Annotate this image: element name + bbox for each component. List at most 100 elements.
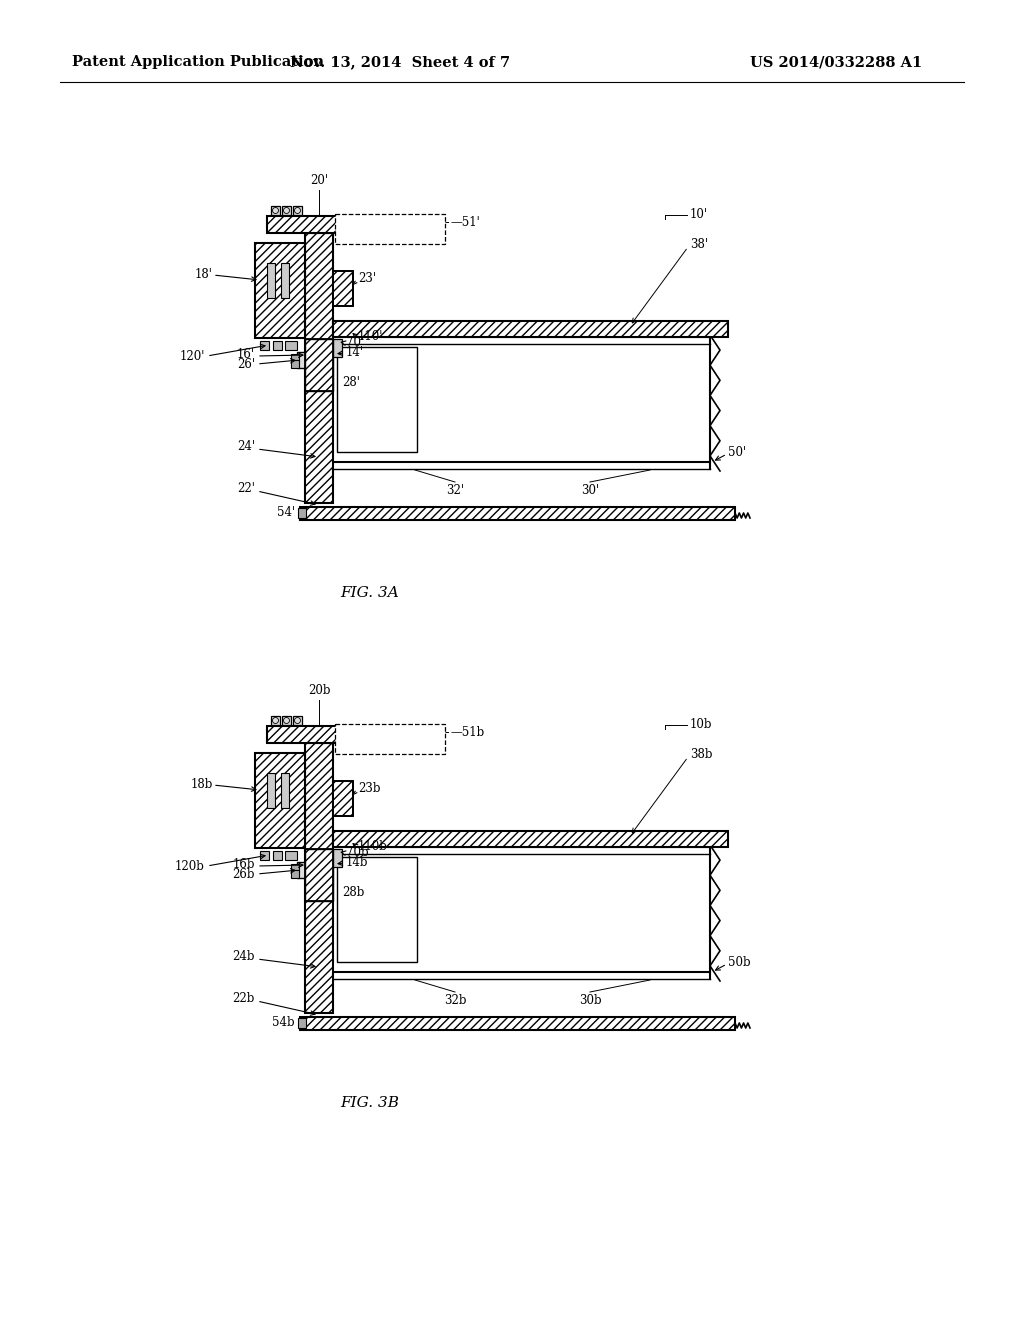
Text: 22b: 22b: [232, 993, 255, 1006]
Bar: [285, 851, 297, 861]
Bar: [291, 865, 299, 873]
Text: 20b: 20b: [308, 685, 331, 697]
Text: 54': 54': [276, 507, 295, 520]
Text: 120': 120': [179, 350, 205, 363]
Text: FIG. 3A: FIG. 3A: [341, 586, 399, 601]
Text: 70': 70': [346, 337, 365, 350]
Bar: [305, 234, 333, 503]
Text: 18': 18': [196, 268, 213, 281]
Bar: [305, 743, 333, 1012]
Bar: [291, 870, 299, 878]
Bar: [293, 715, 302, 725]
Bar: [332, 339, 342, 356]
Bar: [305, 339, 333, 391]
Text: 24': 24': [237, 441, 255, 454]
Bar: [255, 752, 305, 847]
Text: 16b: 16b: [232, 858, 255, 870]
Text: 38': 38': [690, 239, 708, 252]
Bar: [333, 271, 353, 306]
Text: FIG. 3B: FIG. 3B: [341, 1096, 399, 1110]
Bar: [333, 321, 728, 337]
Bar: [281, 263, 289, 298]
Bar: [271, 206, 280, 215]
Text: 14b: 14b: [346, 857, 369, 870]
Bar: [297, 352, 317, 368]
Text: Patent Application Publication: Patent Application Publication: [72, 55, 324, 69]
Bar: [255, 243, 305, 338]
Bar: [271, 715, 280, 725]
Bar: [333, 832, 728, 847]
Text: 26b: 26b: [232, 867, 255, 880]
Text: 22': 22': [238, 483, 255, 495]
Text: 30': 30': [581, 483, 599, 496]
Bar: [291, 360, 299, 368]
Bar: [282, 715, 291, 725]
Bar: [333, 321, 728, 337]
Bar: [298, 508, 306, 517]
Bar: [300, 507, 735, 520]
Bar: [305, 234, 333, 503]
Text: —51': —51': [450, 215, 480, 228]
Text: 32b: 32b: [443, 994, 466, 1006]
Bar: [285, 341, 297, 350]
Bar: [305, 743, 333, 1012]
Bar: [291, 354, 299, 362]
Text: 120b: 120b: [175, 859, 205, 873]
Bar: [333, 781, 353, 816]
Bar: [305, 849, 333, 902]
Bar: [281, 774, 289, 808]
Bar: [260, 851, 269, 861]
Text: 23b: 23b: [358, 783, 381, 796]
Text: 10': 10': [690, 209, 708, 222]
Bar: [333, 781, 353, 816]
Text: 10b: 10b: [690, 718, 713, 731]
Bar: [300, 1016, 735, 1030]
Bar: [333, 832, 728, 847]
Text: 14': 14': [346, 346, 364, 359]
Text: 32': 32': [446, 483, 464, 496]
Bar: [267, 216, 365, 234]
Text: 28b: 28b: [342, 886, 365, 899]
Text: 20': 20': [310, 174, 328, 187]
Text: 54b: 54b: [272, 1016, 295, 1030]
Text: US 2014/0332288 A1: US 2014/0332288 A1: [750, 55, 923, 69]
Bar: [267, 726, 365, 743]
Text: 24b: 24b: [232, 950, 255, 964]
Bar: [273, 851, 282, 861]
Bar: [293, 206, 302, 215]
Text: 110b: 110b: [358, 841, 388, 854]
Text: —51b: —51b: [450, 726, 484, 738]
Bar: [255, 243, 305, 338]
Bar: [260, 341, 269, 350]
Bar: [282, 206, 291, 215]
Text: 16': 16': [237, 347, 255, 360]
Bar: [335, 214, 445, 244]
Text: 110': 110': [358, 330, 383, 343]
Bar: [300, 1016, 735, 1030]
Text: 50': 50': [728, 446, 746, 458]
Text: 26': 26': [237, 358, 255, 371]
Text: Nov. 13, 2014  Sheet 4 of 7: Nov. 13, 2014 Sheet 4 of 7: [290, 55, 510, 69]
Bar: [267, 726, 365, 743]
Bar: [337, 347, 417, 451]
Bar: [305, 339, 333, 391]
Bar: [332, 849, 342, 867]
Bar: [267, 774, 275, 808]
Bar: [297, 862, 317, 878]
Text: 70b: 70b: [346, 846, 369, 859]
Text: 30b: 30b: [579, 994, 601, 1006]
Bar: [255, 752, 305, 847]
Bar: [298, 1018, 306, 1028]
Bar: [305, 849, 333, 902]
Bar: [333, 271, 353, 306]
Bar: [267, 263, 275, 298]
Text: 28': 28': [342, 375, 359, 388]
Bar: [267, 216, 365, 234]
Text: 38b: 38b: [690, 748, 713, 762]
Bar: [273, 341, 282, 350]
Text: 50b: 50b: [728, 956, 751, 969]
Text: 23': 23': [358, 272, 376, 285]
Bar: [337, 857, 417, 962]
Text: 18b: 18b: [190, 779, 213, 792]
Bar: [335, 723, 445, 754]
